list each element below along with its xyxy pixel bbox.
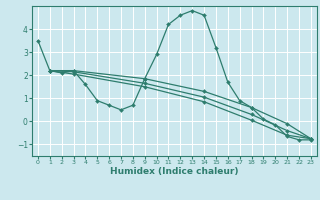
X-axis label: Humidex (Indice chaleur): Humidex (Indice chaleur): [110, 167, 239, 176]
